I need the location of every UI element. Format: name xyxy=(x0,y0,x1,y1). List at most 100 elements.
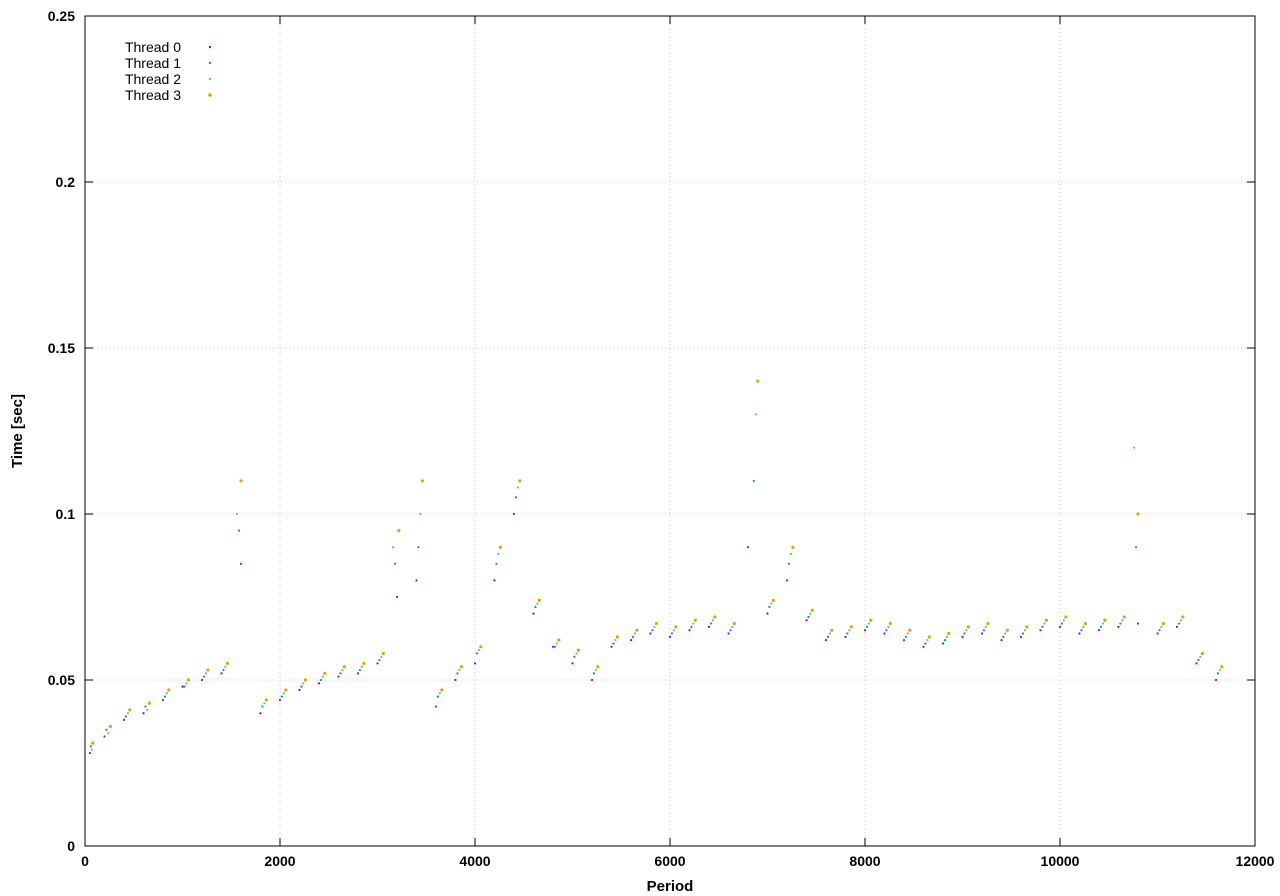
data-point xyxy=(1041,625,1044,628)
data-point xyxy=(729,629,732,632)
axis-ticks xyxy=(84,15,1256,847)
data-point xyxy=(202,675,206,678)
data-point xyxy=(1039,629,1042,632)
data-point xyxy=(612,642,615,645)
data-point xyxy=(844,635,847,638)
data-point xyxy=(534,605,537,609)
data-point xyxy=(1177,622,1181,625)
data-point xyxy=(222,668,225,672)
data-point xyxy=(707,625,711,628)
data-point xyxy=(672,629,676,632)
data-point xyxy=(766,612,769,615)
data-point xyxy=(1058,625,1062,628)
data-point xyxy=(456,672,459,675)
data-point xyxy=(1060,622,1064,625)
data-point xyxy=(807,615,810,619)
data-point xyxy=(1197,658,1200,662)
data-point xyxy=(378,658,381,662)
data-point xyxy=(690,625,693,628)
data-point xyxy=(438,692,441,695)
legend-label: Thread 0 xyxy=(125,39,181,55)
data-point xyxy=(392,546,395,549)
y-tick-label: 0.1 xyxy=(56,506,76,522)
data-point xyxy=(594,668,598,672)
data-point xyxy=(417,546,420,549)
data-point xyxy=(1136,512,1140,516)
data-point xyxy=(1080,629,1083,632)
data-point xyxy=(809,612,812,615)
data-point xyxy=(498,545,502,549)
data-point xyxy=(986,621,990,626)
data-point xyxy=(668,635,672,638)
data-point xyxy=(282,692,285,695)
data-point xyxy=(161,698,165,702)
data-point xyxy=(1004,632,1007,635)
data-point xyxy=(922,645,925,648)
y-tick-label: 0.15 xyxy=(48,340,75,356)
data-point xyxy=(824,639,828,642)
data-point xyxy=(649,632,652,635)
y-tick-label: 0 xyxy=(67,838,75,854)
data-point xyxy=(713,615,717,619)
data-point xyxy=(303,678,307,682)
data-point xyxy=(768,605,771,609)
data-point xyxy=(867,622,871,625)
data-point xyxy=(789,552,793,555)
x-tick-label: 10000 xyxy=(1041,853,1080,869)
x-axis-label: Period xyxy=(647,878,694,895)
data-point xyxy=(828,632,832,635)
legend-marker xyxy=(208,45,212,49)
data-point xyxy=(709,622,713,625)
data-point xyxy=(415,579,418,582)
data-point xyxy=(614,639,617,642)
data-point xyxy=(1161,621,1165,626)
data-point xyxy=(459,665,463,669)
data-point xyxy=(376,662,379,665)
data-point xyxy=(926,639,929,642)
data-point xyxy=(1200,651,1204,656)
data-point xyxy=(849,625,853,629)
data-point xyxy=(224,665,227,668)
data-point xyxy=(943,639,947,642)
data-point xyxy=(1175,625,1179,628)
data-point xyxy=(206,668,210,672)
data-point xyxy=(91,741,95,745)
data-point xyxy=(576,648,580,652)
grid-lines xyxy=(85,16,1255,846)
data-point xyxy=(1156,632,1159,635)
legend-marker xyxy=(208,93,212,97)
data-point xyxy=(902,639,906,642)
data-point xyxy=(692,622,695,625)
data-point xyxy=(791,545,795,549)
data-point xyxy=(105,728,108,731)
data-point xyxy=(142,712,145,715)
data-point xyxy=(263,702,266,705)
data-point xyxy=(126,712,129,715)
y-tick-labels: 0 0.05 0.1 0.15 0.2 0.25 xyxy=(48,8,75,854)
data-point xyxy=(906,632,910,635)
data-point xyxy=(1097,629,1101,632)
data-point xyxy=(1000,639,1003,642)
data-point xyxy=(551,645,555,648)
data-point xyxy=(770,602,773,605)
data-point xyxy=(495,562,498,565)
data-point xyxy=(225,661,229,666)
data-point xyxy=(1158,629,1161,632)
data-point xyxy=(360,665,363,668)
data-point xyxy=(785,579,789,582)
data-point xyxy=(1181,615,1185,619)
legend-label: Thread 3 xyxy=(125,87,181,103)
data-point xyxy=(514,496,518,499)
data-point xyxy=(941,642,945,645)
data-point xyxy=(239,562,243,565)
data-point xyxy=(746,546,750,549)
data-point xyxy=(321,675,324,678)
data-point xyxy=(1136,622,1140,625)
data-point xyxy=(436,695,440,698)
data-point xyxy=(337,675,340,678)
data-point xyxy=(555,642,559,645)
data-point xyxy=(1023,629,1026,632)
data-point xyxy=(339,672,342,675)
data-point xyxy=(358,668,362,672)
data-point xyxy=(362,661,366,666)
